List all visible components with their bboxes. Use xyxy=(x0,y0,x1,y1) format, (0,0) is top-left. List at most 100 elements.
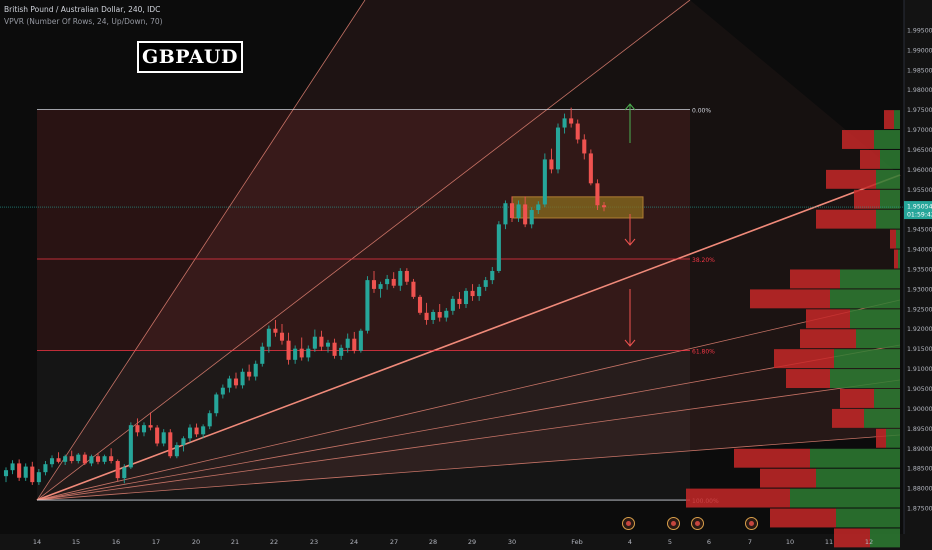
economic-event-icon[interactable] xyxy=(667,517,680,530)
volume-profile-row xyxy=(894,249,900,269)
candle xyxy=(286,332,291,365)
volume-profile-row xyxy=(750,289,900,309)
candle xyxy=(562,113,567,134)
volume-profile-down-bar xyxy=(876,428,886,448)
candle-body xyxy=(437,312,442,318)
current-price-tag xyxy=(904,201,932,220)
candle-body xyxy=(161,432,166,444)
candle-body xyxy=(201,426,206,435)
candle-body xyxy=(109,456,114,462)
volume-profile-row xyxy=(734,448,900,468)
volume-profile-row xyxy=(786,369,900,388)
volume-profile-row xyxy=(832,408,900,428)
candle xyxy=(17,459,22,481)
volume-profile-row xyxy=(854,189,900,209)
candle-body xyxy=(398,270,403,286)
candle-body xyxy=(30,466,35,483)
candle-body xyxy=(174,445,179,457)
candle-body xyxy=(148,425,153,428)
candle xyxy=(595,179,600,211)
fib-zone-upper xyxy=(37,109,690,260)
candle xyxy=(371,270,377,293)
candle-body xyxy=(496,224,501,271)
candle-body xyxy=(365,280,370,331)
economic-event-icon[interactable] xyxy=(622,517,635,530)
y-axis-tick-label: 1.94500 xyxy=(907,227,932,234)
candle xyxy=(155,425,160,447)
y-axis-tick-label: 1.99500 xyxy=(907,27,932,34)
x-axis-tick-label: 17 xyxy=(152,538,160,546)
candle xyxy=(404,268,409,285)
x-axis-tick-label: 29 xyxy=(468,538,476,546)
volume-profile-up-bar xyxy=(840,269,900,289)
candle-body xyxy=(588,153,593,184)
scenario-arrow xyxy=(624,214,636,246)
economic-event-icon[interactable] xyxy=(691,517,704,530)
candle-body xyxy=(36,472,41,483)
arrow-head xyxy=(624,339,636,347)
y-axis-tick-label: 1.88500 xyxy=(907,466,932,473)
candle-body xyxy=(168,432,173,457)
candle-body xyxy=(95,456,101,462)
volume-profile-row xyxy=(774,349,900,369)
candle-body xyxy=(352,338,357,351)
candle xyxy=(391,272,396,289)
indicator-legend[interactable]: VPVR (Number Of Rows, 24, Up/Down, 70) xyxy=(4,17,163,26)
arrow-head xyxy=(624,103,636,111)
fib-zone-middle xyxy=(37,259,690,351)
volume-profile-up-bar xyxy=(830,369,900,388)
candle-body xyxy=(463,290,469,305)
economic-event-icon[interactable] xyxy=(745,517,758,530)
candle xyxy=(260,342,265,367)
symbol-label: GBPAUD xyxy=(137,41,243,73)
x-axis-tick-label: Feb xyxy=(571,538,583,546)
volume-profile-up-bar xyxy=(810,448,900,468)
candle xyxy=(207,410,212,430)
x-axis-tick-label: 14 xyxy=(33,538,41,546)
volume-profile-down-bar xyxy=(890,229,896,249)
volume-profile-row xyxy=(890,229,900,249)
volume-profile-down-bar xyxy=(734,448,810,468)
candle xyxy=(516,200,521,222)
candle-body xyxy=(385,278,390,285)
candle xyxy=(575,119,580,144)
y-axis-tick-label: 1.92500 xyxy=(907,306,932,313)
candle xyxy=(30,461,35,485)
candle xyxy=(168,429,173,459)
x-axis-tick-label: 6 xyxy=(707,538,711,546)
candle-body xyxy=(279,332,285,341)
gann-fan-line xyxy=(36,379,901,501)
candle-body xyxy=(569,118,574,124)
candle xyxy=(82,452,87,465)
candle-body xyxy=(3,470,9,477)
y-axis-tick-label: 1.94000 xyxy=(907,247,932,254)
candle-body xyxy=(299,348,304,358)
volume-profile-down-bar xyxy=(832,408,864,428)
candle-body xyxy=(135,425,140,433)
volume-profile-down-bar xyxy=(786,369,830,388)
y-axis-tick-label: 1.87500 xyxy=(907,506,932,513)
candle xyxy=(378,281,383,298)
candle xyxy=(549,148,554,174)
candle-body xyxy=(286,340,291,360)
candle-body xyxy=(457,298,462,305)
x-axis-tick-label: 30 xyxy=(508,538,516,546)
candle xyxy=(135,418,140,437)
candle xyxy=(555,123,561,174)
candle xyxy=(76,453,81,464)
volume-profile-down-bar xyxy=(894,249,898,269)
x-axis-tick-label: 24 xyxy=(350,538,358,546)
gann-fan-line xyxy=(36,0,691,501)
candle xyxy=(437,304,442,322)
candle xyxy=(227,375,232,393)
candle-body xyxy=(332,342,337,356)
volume-profile-down-bar xyxy=(884,110,894,130)
candle xyxy=(122,464,127,484)
volume-profile-down-bar xyxy=(806,309,850,329)
candle xyxy=(174,442,179,459)
volume-profile-up-bar xyxy=(856,329,900,349)
candle xyxy=(358,328,363,353)
candle-body xyxy=(378,284,383,289)
candle xyxy=(148,412,153,431)
